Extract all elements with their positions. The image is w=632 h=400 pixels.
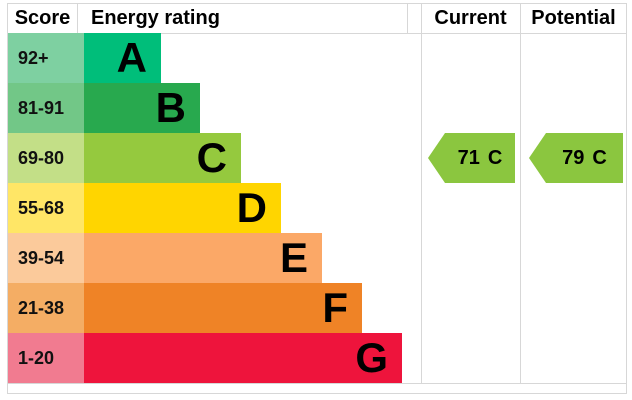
band-bar: A: [84, 33, 161, 83]
header-potential-label: Potential: [531, 7, 616, 29]
band-bar: E: [84, 233, 322, 283]
band-letter: C: [196, 134, 227, 181]
band-letter: D: [236, 184, 267, 231]
score-column-divider: [77, 3, 78, 33]
table-bottom-rule: [7, 383, 627, 384]
band-row-e: 39-54 E: [8, 233, 619, 283]
current-column-divider: [421, 3, 422, 384]
header-rule: [7, 33, 627, 34]
band-row-b: 81-91 B: [8, 83, 619, 133]
rating-column-divider: [407, 3, 408, 33]
potential-rating-band-letter: C: [592, 146, 607, 169]
band-score-cell: 39-54: [8, 233, 84, 283]
band-row-c: 69-80 C: [8, 133, 619, 183]
band-score-cell: 21-38: [8, 283, 84, 333]
band-bar: D: [84, 183, 281, 233]
band-rows: 92+ A 81-91 B 69-80 C 55-68 D 39-54: [8, 33, 619, 383]
header-current-label: Current: [434, 7, 507, 29]
current-rating-value: 71: [457, 146, 480, 169]
band-score-cell: 81-91: [8, 83, 84, 133]
band-letter: A: [116, 34, 147, 81]
band-bar: G: [84, 333, 402, 383]
band-score-cell: 1-20: [8, 333, 84, 383]
potential-column-divider: [520, 3, 521, 384]
band-letter: G: [355, 334, 388, 381]
potential-rating-arrow: 79 C: [529, 133, 623, 183]
band-row-d: 55-68 D: [8, 183, 619, 233]
band-row-a: 92+ A: [8, 33, 619, 83]
header-score-label: Score: [14, 7, 71, 29]
band-score-cell: 92+: [8, 33, 84, 83]
band-score-cell: 55-68: [8, 183, 84, 233]
current-rating-band-letter: C: [487, 146, 503, 169]
band-bar: B: [84, 83, 200, 133]
band-bar: C: [84, 133, 241, 183]
band-letter: E: [279, 234, 308, 281]
band-letter: F: [322, 284, 348, 331]
band-bar: F: [84, 283, 362, 333]
band-letter: B: [155, 84, 186, 131]
current-rating-arrow: 71 C: [428, 133, 515, 183]
band-row-f: 21-38 F: [8, 283, 619, 333]
potential-rating-value: 79: [562, 146, 585, 169]
header-energy-rating-label: Energy rating: [91, 7, 220, 29]
band-row-g: 1-20 G: [8, 333, 619, 383]
band-score-cell: 69-80: [8, 133, 84, 183]
